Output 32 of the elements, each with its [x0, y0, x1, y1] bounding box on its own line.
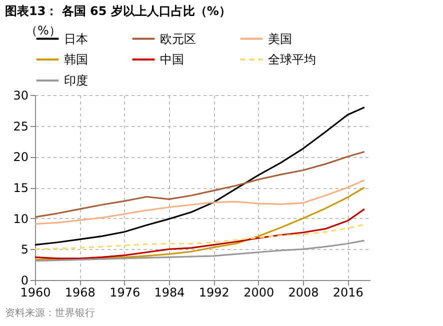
y-tick-label: 0 [20, 274, 28, 288]
line-series [35, 150, 366, 218]
legend-label: 印度 [64, 74, 88, 88]
y-tick-label: 30 [13, 88, 28, 102]
x-tick-label: 2016 [332, 286, 364, 300]
x-tick-label: 1968 [64, 286, 96, 300]
legend-label: 美国 [268, 32, 292, 46]
y-axis-title: （%） [26, 24, 61, 38]
x-tick-label: 2008 [288, 286, 319, 300]
line-series [35, 240, 366, 262]
line-series [35, 208, 366, 260]
legend-label: 中国 [160, 52, 184, 66]
y-tick-label: 25 [13, 119, 28, 134]
x-tick-label: 1976 [110, 286, 140, 300]
line-series [35, 106, 366, 246]
y-tick-label: 20 [13, 150, 28, 164]
legend-label: 全球平均 [268, 52, 316, 66]
line-series [35, 179, 366, 225]
y-tick-label: 5 [20, 242, 28, 257]
x-tick-label: 1992 [198, 286, 230, 300]
x-tick-label: 2000 [244, 286, 274, 300]
legend-label: 日本 [64, 32, 88, 46]
line-series [35, 224, 366, 250]
line-series [35, 186, 366, 260]
x-tick-label: 1984 [154, 286, 185, 300]
y-tick-label: 15 [13, 181, 28, 195]
legend-label: 欧元区 [160, 32, 196, 46]
y-tick-label: 10 [13, 212, 28, 226]
text: 资料来源：世界银行 [5, 307, 95, 319]
chart-title: 图表13： 各国 65 岁以上人口占比（%） [5, 4, 231, 18]
x-tick-label: 1960 [20, 286, 51, 300]
legend-label: 韩国 [64, 52, 88, 66]
